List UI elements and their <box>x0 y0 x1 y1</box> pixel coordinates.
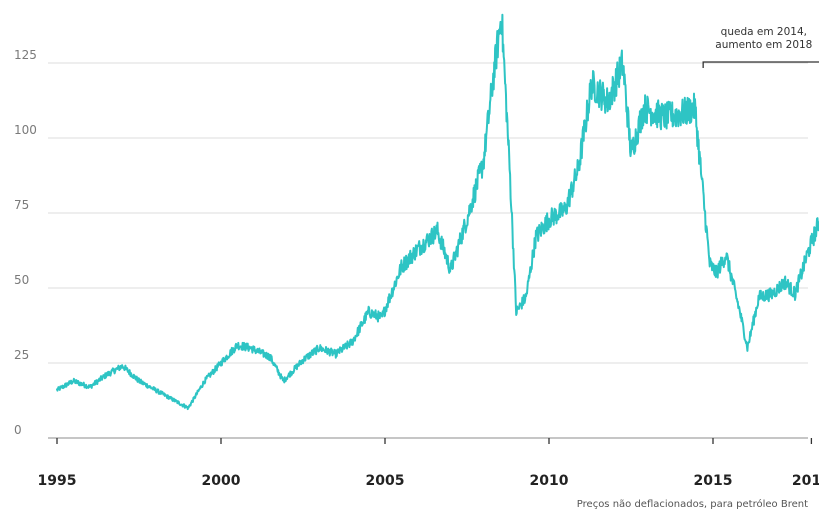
x-tick-label: 2000 <box>202 473 241 489</box>
series-layer <box>56 13 819 411</box>
x-tick-label: 2005 <box>366 473 405 489</box>
x-tick-label: 2010 <box>530 473 569 489</box>
x-tick-label: 2015 <box>694 473 733 489</box>
series-line <box>56 13 819 411</box>
gridlines <box>48 62 808 439</box>
annotation: queda em 2014, aumento em 2018 <box>702 26 819 68</box>
source-note: Preços não deflacionados, para petróleo … <box>577 498 808 510</box>
y-tick-label: 75 <box>14 198 29 212</box>
y-tick-label: 50 <box>14 273 29 287</box>
y-tick-label: 25 <box>14 348 29 362</box>
annotation-bracket <box>702 61 819 68</box>
x-tick-label: 1995 <box>38 473 77 489</box>
y-tick-label: 0 <box>14 423 22 437</box>
x-tick-label: 2018 <box>792 473 819 489</box>
x-axis-ticks: 1995 2000 2005 2010 2015 2018 <box>38 438 819 489</box>
y-tick-label: 125 <box>14 48 37 62</box>
y-tick-label: 100 <box>14 123 37 137</box>
annotation-text-line-1: queda em 2014, <box>721 26 807 38</box>
y-axis-ticks: 0 25 50 75 100 125 <box>14 48 37 437</box>
annotation-text-line-2: aumento em 2018 <box>715 39 812 51</box>
